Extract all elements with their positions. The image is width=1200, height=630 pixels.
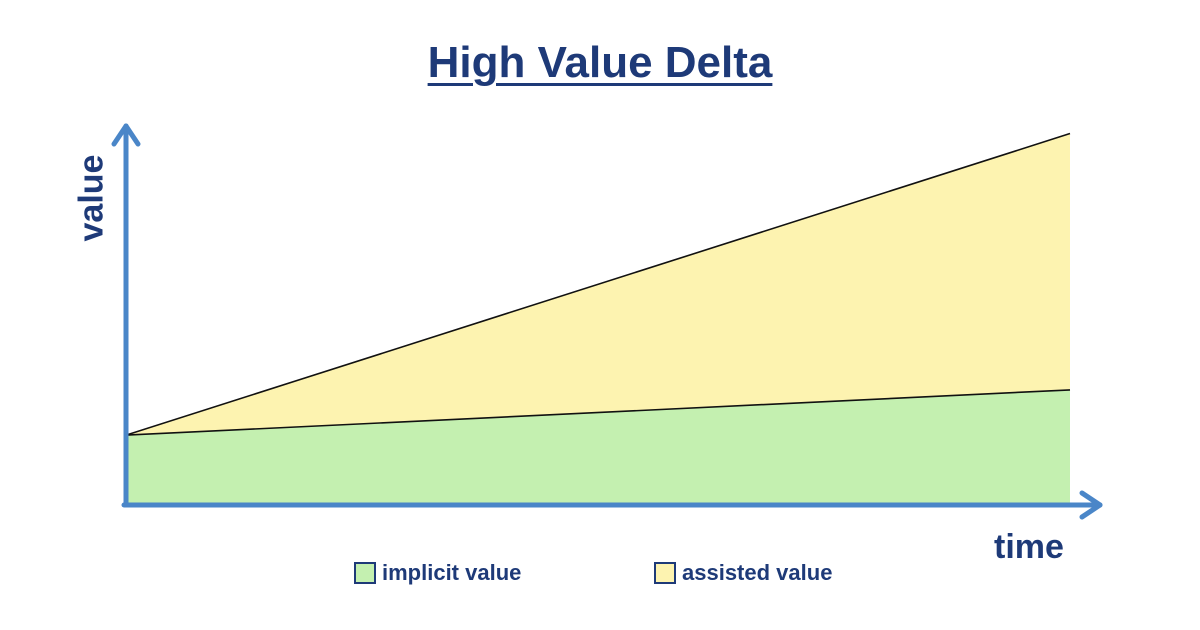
legend-item-assisted: assisted value — [654, 560, 832, 586]
legend-swatch-assisted — [654, 562, 676, 584]
x-axis-label: time — [994, 528, 1064, 566]
x-axis-arrow-icon — [1079, 490, 1103, 520]
assisted-value-line — [125, 132, 1071, 436]
chart-title: High Value Delta — [427, 38, 773, 87]
legend-label-assisted: assisted value — [682, 560, 833, 585]
implicit-value-area — [126, 389, 1070, 503]
y-axis-arrow-icon — [111, 123, 141, 147]
implicit-value-line — [125, 389, 1071, 436]
legend-swatch-implicit — [354, 562, 376, 584]
y-axis-label: value — [72, 154, 111, 242]
legend-item-implicit: implicit value — [354, 560, 521, 586]
legend-label-implicit: implicit value — [382, 560, 522, 585]
